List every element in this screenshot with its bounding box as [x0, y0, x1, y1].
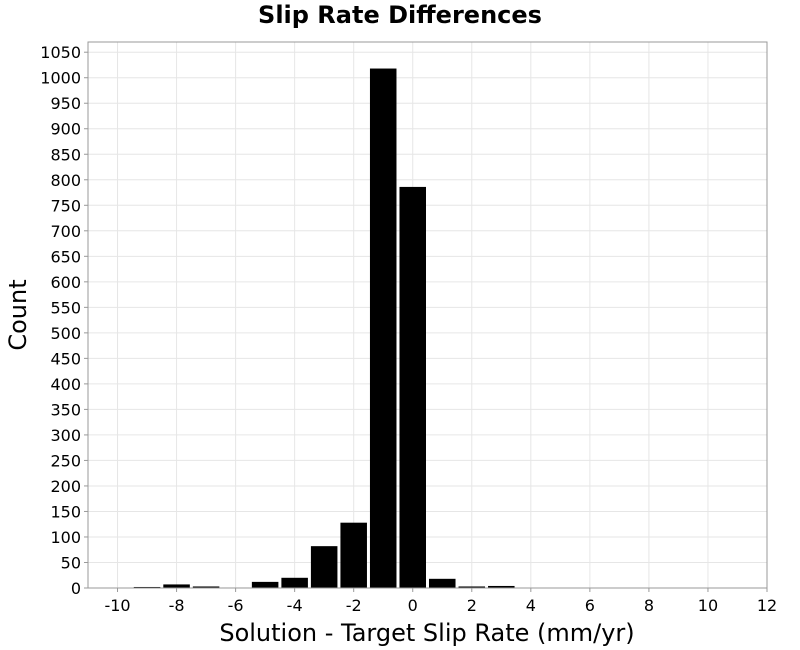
- bar: [458, 586, 486, 588]
- y-tick-label: 200: [50, 477, 81, 496]
- y-tick-label: 0: [71, 579, 81, 598]
- x-tick-label: 10: [698, 596, 718, 615]
- y-tick-label: 1050: [40, 43, 81, 62]
- bar: [192, 586, 220, 588]
- y-tick-label: 350: [50, 400, 81, 419]
- plot-frame: [87, 41, 768, 589]
- y-tick-label: 750: [50, 196, 81, 215]
- x-tick-label: 2: [467, 596, 477, 615]
- y-tick-label: 950: [50, 94, 81, 113]
- y-tick-label: 300: [50, 426, 81, 445]
- y-tick-label: 450: [50, 349, 81, 368]
- x-tick-label: 4: [526, 596, 536, 615]
- y-tick-label: 850: [50, 145, 81, 164]
- x-tick-label: 8: [644, 596, 654, 615]
- bar: [133, 586, 161, 588]
- y-tick-label: 600: [50, 273, 81, 292]
- y-tick-label: 700: [50, 222, 81, 241]
- x-tick-label: -4: [287, 596, 303, 615]
- y-tick-label: 50: [61, 553, 81, 572]
- y-axis: 0 50 100 150 200 250 300 350 400 450 500 550 600 650 7…: [40, 43, 88, 598]
- y-axis-label: Count: [4, 279, 32, 350]
- bar: [488, 585, 515, 588]
- bar: [369, 68, 397, 589]
- bar: [310, 546, 338, 588]
- y-tick-label: 900: [50, 120, 81, 139]
- x-tick-label: -6: [228, 596, 244, 615]
- x-tick-label: 12: [757, 596, 777, 615]
- x-tick-label: -2: [346, 596, 362, 615]
- bar: [340, 522, 367, 588]
- x-axis: -10 -8 -6 -4 -2 0 2 4 6 8 10 12: [104, 588, 777, 615]
- y-tick-label: 500: [50, 324, 81, 343]
- y-tick-label: 150: [50, 502, 81, 521]
- y-tick-label: 1000: [40, 69, 81, 88]
- y-tick-label: 550: [50, 298, 81, 317]
- bar: [399, 186, 426, 589]
- bars: [133, 68, 515, 589]
- bar: [251, 581, 279, 588]
- y-tick-label: 100: [50, 528, 81, 547]
- x-tick-label: -10: [104, 596, 130, 615]
- x-tick-label: -8: [169, 596, 185, 615]
- y-tick-label: 800: [50, 171, 81, 190]
- chart-title: Slip Rate Differences: [258, 1, 542, 29]
- y-tick-label: 250: [50, 451, 81, 470]
- bar: [163, 584, 190, 588]
- x-tick-label: 0: [408, 596, 418, 615]
- x-tick-label: 6: [585, 596, 595, 615]
- bar: [281, 577, 308, 588]
- x-axis-label: Solution - Target Slip Rate (mm/yr): [219, 619, 634, 647]
- bar: [429, 578, 456, 588]
- y-tick-label: 650: [50, 247, 81, 266]
- gridlines: [88, 42, 768, 589]
- y-tick-label: 400: [50, 375, 81, 394]
